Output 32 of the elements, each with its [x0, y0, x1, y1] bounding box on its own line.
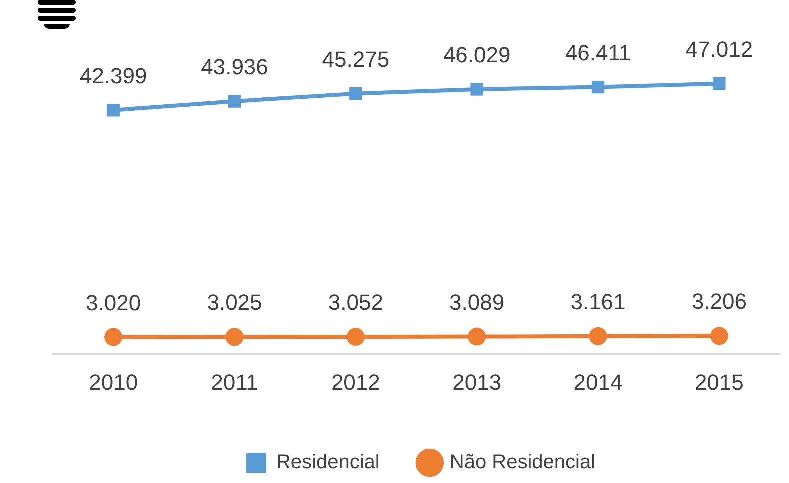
legend-label: Residencial — [276, 452, 380, 474]
point — [228, 95, 242, 108]
x-tick-label: 2015 — [694, 370, 744, 395]
data-label: 43.936 — [201, 54, 268, 80]
x-tick-label: 2014 — [574, 370, 623, 395]
data-label: 3.052 — [328, 290, 384, 316]
point — [104, 328, 123, 346]
point — [589, 327, 608, 346]
point — [226, 328, 244, 346]
data-label: 42.399 — [80, 63, 148, 88]
x-tick-label: 2013 — [452, 370, 502, 395]
x-tick-label: 2012 — [331, 370, 380, 395]
point — [468, 328, 486, 346]
point — [470, 83, 484, 96]
point — [710, 327, 728, 346]
point — [107, 104, 120, 117]
legend-label: Não Residencial — [450, 452, 596, 474]
data-label: 3.089 — [450, 290, 505, 315]
point — [592, 80, 605, 94]
data-label: 46.411 — [565, 40, 632, 66]
x-tick-label: 2010 — [89, 370, 138, 395]
point — [350, 87, 362, 100]
data-label: 46.029 — [443, 42, 511, 68]
data-label: 3.206 — [692, 289, 747, 314]
data-label: 3.025 — [207, 290, 262, 316]
point — [713, 77, 726, 90]
data-label: 47.012 — [686, 36, 754, 62]
point — [346, 328, 365, 346]
data-label: 3.020 — [86, 290, 142, 316]
x-tick-label: 2011 — [211, 370, 258, 395]
data-label: 3.161 — [570, 289, 626, 314]
data-label: 45.275 — [322, 46, 390, 72]
